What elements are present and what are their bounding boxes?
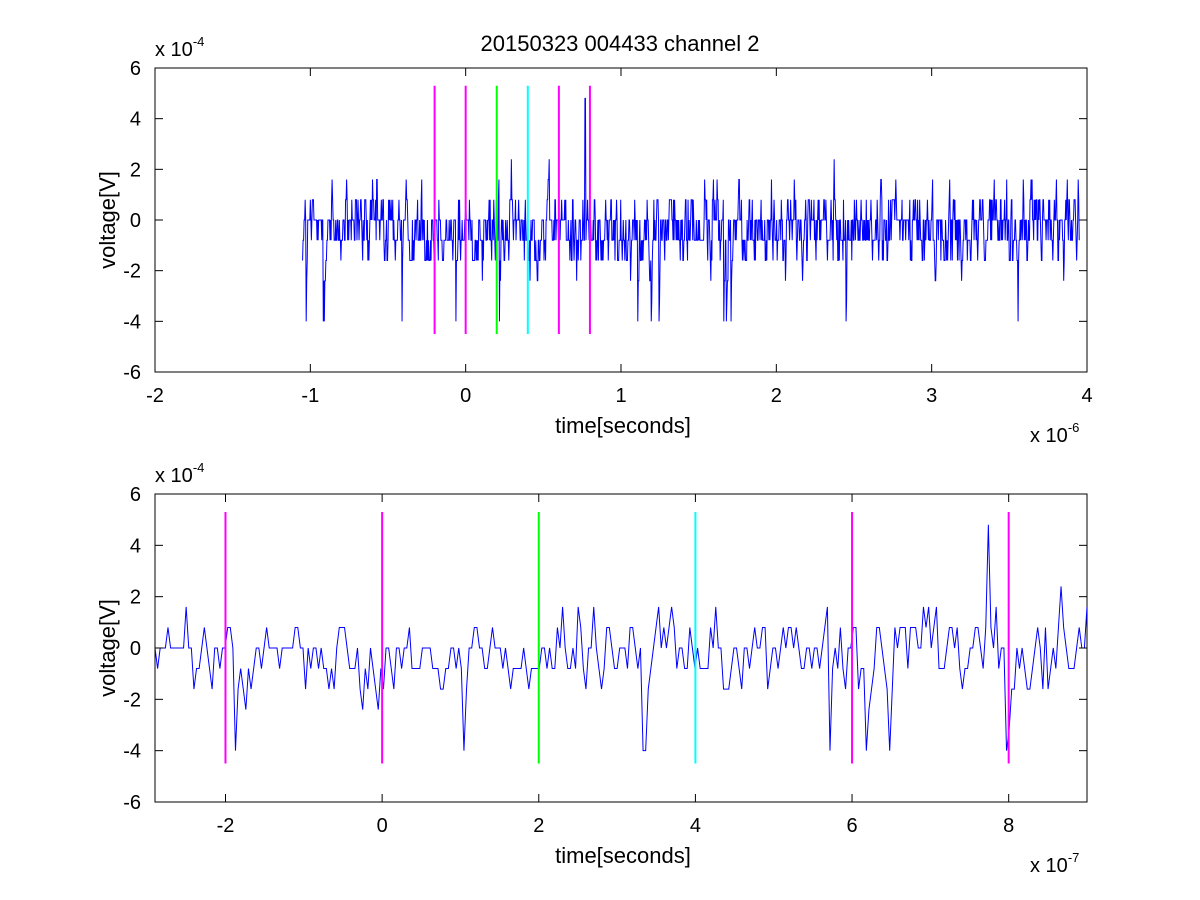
y-tick-label: -2 xyxy=(123,261,141,283)
x-tick-label: 4 xyxy=(690,815,701,837)
y-tick-label: -6 xyxy=(123,792,141,814)
signal-trace xyxy=(302,97,1080,322)
x-tick-label: 2 xyxy=(771,385,782,407)
y-tick-label: 0 xyxy=(130,638,141,660)
x-tick-label: 4 xyxy=(1081,385,1092,407)
x-tick-label: 8 xyxy=(1003,815,1014,837)
y-tick-label: 6 xyxy=(130,484,141,506)
y-tick-label: -6 xyxy=(123,362,141,384)
y-tick-label: 2 xyxy=(130,587,141,609)
y-tick-label: 6 xyxy=(130,58,141,80)
x-axis-label: time[seconds] xyxy=(555,843,691,868)
y-tick-label: 4 xyxy=(130,109,141,131)
x-axis-label: time[seconds] xyxy=(555,413,691,438)
y-multiplier: x 10-4 xyxy=(155,34,204,61)
y-tick-label: -4 xyxy=(123,741,141,763)
y-multiplier: x 10-4 xyxy=(155,460,204,487)
y-multiplier-base: x 10 xyxy=(155,39,193,61)
y-tick-label: 2 xyxy=(130,159,141,181)
y-multiplier-base: x 10 xyxy=(155,465,193,487)
bottom-subplot: -2 0 2 4 6 8 -6 -4 -2 0 2 4 6 time[seconds] voltage[V]… xyxy=(95,460,1088,877)
y-tick-label: 0 xyxy=(130,210,141,232)
y-axis-label: voltage[V] xyxy=(95,599,120,697)
y-tick-label: -2 xyxy=(123,689,141,711)
x-tick-label: 2 xyxy=(533,815,544,837)
x-tick-label: -2 xyxy=(217,815,235,837)
top-subplot: -2 -1 0 1 2 3 4-6-4-20246time[seconds]voltage[… xyxy=(95,34,1093,447)
x-tick-label: -2 xyxy=(146,385,164,407)
x-multiplier-base: x 10 xyxy=(1030,425,1068,447)
x-multiplier: x 10-6 xyxy=(1030,420,1079,447)
y-axis-label: voltage[V] xyxy=(95,171,120,269)
x-tick-label: 6 xyxy=(846,815,857,837)
y-tick-label: 4 xyxy=(130,535,141,557)
y-tick-label: -4 xyxy=(123,311,141,333)
x-multiplier-exponent: -7 xyxy=(1068,850,1080,865)
figure-title: 20150323 004433 channel 2 xyxy=(481,31,760,56)
y-multiplier-exponent: -4 xyxy=(193,34,205,49)
x-tick-label: -1 xyxy=(301,385,319,407)
x-multiplier-base: x 10 xyxy=(1030,855,1068,877)
signal-trace xyxy=(155,524,1087,752)
x-tick-label: 0 xyxy=(460,385,471,407)
x-tick-label: 3 xyxy=(926,385,937,407)
x-tick-label: 1 xyxy=(615,385,626,407)
y-multiplier-exponent: -4 xyxy=(193,460,205,475)
x-multiplier: x 10-7 xyxy=(1030,850,1079,877)
x-tick-label: 0 xyxy=(377,815,388,837)
x-multiplier-exponent: -6 xyxy=(1068,420,1080,435)
